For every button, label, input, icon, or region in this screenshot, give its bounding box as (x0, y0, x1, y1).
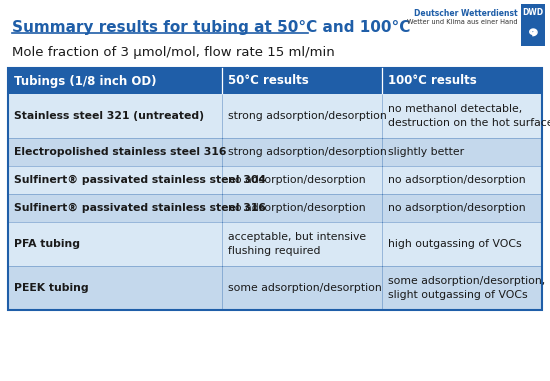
FancyBboxPatch shape (8, 194, 542, 222)
Text: strong adsorption/desorption: strong adsorption/desorption (228, 111, 386, 121)
Text: strong adsorption/desorption: strong adsorption/desorption (228, 147, 386, 157)
Text: Mole fraction of 3 μmol/mol, flow rate 15 ml/min: Mole fraction of 3 μmol/mol, flow rate 1… (12, 46, 335, 59)
FancyBboxPatch shape (521, 4, 545, 46)
Text: PEEK tubing: PEEK tubing (14, 283, 89, 293)
Text: Sulfinert® passivated stainless steel 304: Sulfinert® passivated stainless steel 30… (14, 175, 266, 185)
Text: some adsorption/desorption,
slight outgassing of VOCs: some adsorption/desorption, slight outga… (388, 276, 545, 299)
Text: Deutscher Wetterdienst: Deutscher Wetterdienst (414, 9, 518, 18)
FancyBboxPatch shape (8, 68, 542, 94)
Text: no adsorption/desorption: no adsorption/desorption (228, 203, 365, 213)
FancyBboxPatch shape (8, 94, 542, 138)
Text: no adsorption/desorption: no adsorption/desorption (228, 175, 365, 185)
Text: Sulfinert® passivated stainless steel 316: Sulfinert® passivated stainless steel 31… (14, 203, 266, 213)
Text: some adsorption/desorption: some adsorption/desorption (228, 283, 381, 293)
Text: 100°C results: 100°C results (388, 75, 476, 88)
FancyBboxPatch shape (8, 266, 542, 310)
FancyBboxPatch shape (8, 222, 542, 266)
Text: Tubings (1/8 inch OD): Tubings (1/8 inch OD) (14, 75, 157, 88)
FancyBboxPatch shape (8, 138, 542, 166)
Text: Electropolished stainless steel 316: Electropolished stainless steel 316 (14, 147, 227, 157)
Text: high outgassing of VOCs: high outgassing of VOCs (388, 239, 521, 249)
Text: DWD: DWD (522, 8, 543, 17)
Text: no adsorption/desorption: no adsorption/desorption (388, 175, 525, 185)
Text: PFA tubing: PFA tubing (14, 239, 80, 249)
Text: 50°C results: 50°C results (228, 75, 309, 88)
Text: no adsorption/desorption: no adsorption/desorption (388, 203, 525, 213)
Text: Summary results for tubing at 50°C and 100°C: Summary results for tubing at 50°C and 1… (12, 20, 410, 35)
Text: Wetter und Klima aus einer Hand: Wetter und Klima aus einer Hand (408, 19, 518, 25)
FancyBboxPatch shape (8, 166, 542, 194)
Text: no methanol detectable,
destruction on the hot surface?: no methanol detectable, destruction on t… (388, 104, 550, 128)
Text: slightly better: slightly better (388, 147, 464, 157)
Text: acceptable, but intensive
flushing required: acceptable, but intensive flushing requi… (228, 232, 366, 256)
Text: Stainless steel 321 (untreated): Stainless steel 321 (untreated) (14, 111, 204, 121)
